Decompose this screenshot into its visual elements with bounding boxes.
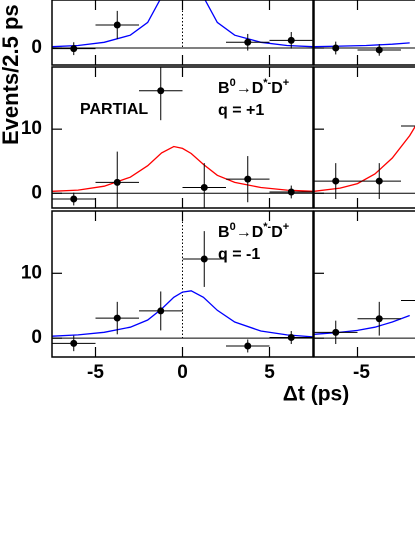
y-axis-label: Events/2.5 ps	[0, 4, 23, 145]
data-point	[157, 307, 165, 315]
tag-label: PARTIAL	[80, 101, 148, 118]
superscript: *-	[263, 221, 271, 233]
superscript: +	[283, 77, 289, 89]
panel	[52, 211, 313, 353]
data-point	[287, 36, 295, 44]
charge-label: q = +1	[218, 102, 264, 119]
x-tick-label: -5	[353, 362, 370, 383]
data-point	[113, 21, 121, 29]
superscript: *-	[263, 77, 271, 89]
x-tick-label: -5	[87, 362, 104, 383]
decay-label: B0→D*-D+	[218, 221, 289, 241]
panel	[52, 67, 313, 208]
x-tick-label: 0	[177, 362, 188, 383]
superscript: +	[283, 221, 289, 233]
data-point	[332, 328, 340, 336]
data-point	[70, 195, 78, 203]
data-point	[200, 255, 208, 263]
data-point	[375, 315, 383, 323]
data-point	[375, 46, 383, 54]
charge-label: q = -1	[218, 246, 260, 263]
fit-curve	[52, 290, 313, 338]
data-point	[332, 177, 340, 185]
data-point	[332, 44, 340, 52]
data-point	[70, 339, 78, 347]
data-point	[244, 38, 252, 46]
x-axis-label: Δt (ps)	[283, 383, 349, 406]
data-point	[244, 342, 252, 350]
y-tick-label: 10	[21, 262, 42, 283]
data-point	[287, 334, 295, 342]
panel	[314, 41, 415, 56]
superscript: 0	[230, 77, 236, 89]
decay-text: B	[218, 224, 230, 241]
y-tick-label: 0	[31, 37, 42, 58]
decay-text: →D	[236, 224, 264, 241]
data-point	[157, 87, 165, 95]
fit-curve	[52, 145, 313, 192]
decay-text: B	[218, 80, 230, 97]
panel-frame	[313, 210, 415, 358]
decay-label: B0→D*-D+	[218, 77, 289, 97]
panel-frame	[313, 0, 415, 66]
data-point	[244, 175, 252, 183]
data-point	[113, 178, 121, 186]
panel-frame	[313, 66, 415, 209]
decay-text: D	[271, 224, 283, 241]
fit-curve	[314, 125, 415, 192]
decay-text: →D	[236, 80, 264, 97]
y-tick-label: 10	[21, 118, 42, 139]
panel	[314, 125, 415, 200]
fit-curve	[314, 42, 410, 48]
data-point	[113, 314, 121, 322]
panel	[314, 300, 415, 345]
superscript: 0	[230, 221, 236, 233]
decay-text: D	[271, 80, 283, 97]
fit-curve	[52, 0, 313, 48]
x-tick-label: 5	[264, 362, 275, 383]
data-point	[287, 188, 295, 196]
y-tick-label: 0	[31, 182, 42, 203]
y-tick-label: 0	[31, 327, 42, 348]
data-point	[70, 45, 78, 53]
data-point	[200, 183, 208, 191]
data-point	[375, 177, 383, 185]
